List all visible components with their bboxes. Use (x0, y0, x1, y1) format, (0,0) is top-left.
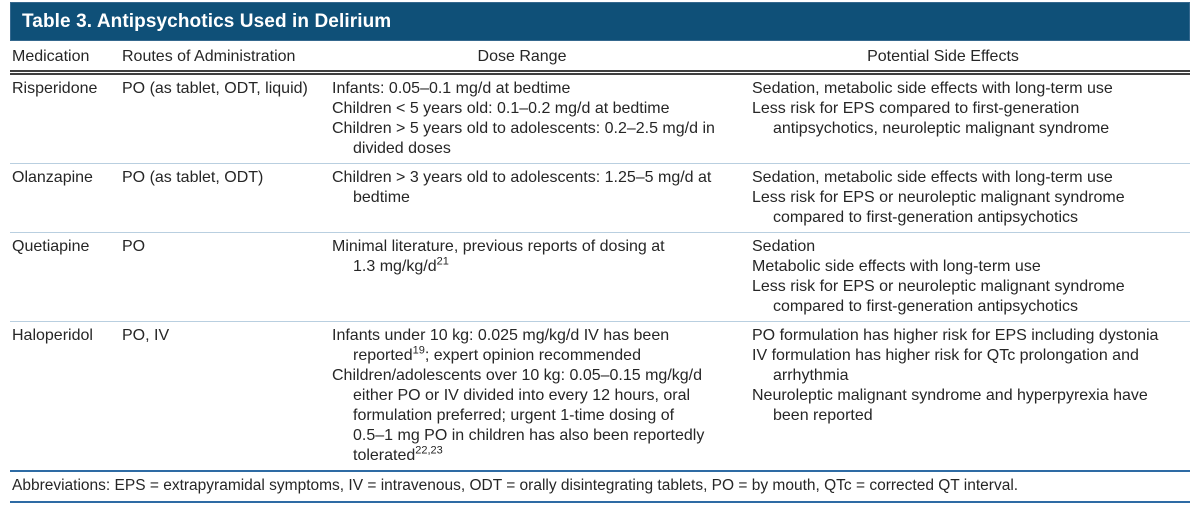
medication-cell: Olanzapine (10, 163, 120, 233)
medication-cell: Risperidone (12, 80, 98, 97)
routes-cell: PO (as tablet, ODT, liquid) (122, 80, 308, 97)
side-effect-line: Sedation, metabolic side effects with lo… (752, 169, 1113, 186)
table-row: Haloperidol PO, IV Infants under 10 kg: 0.… (10, 321, 1190, 470)
column-header-routes: Routes of Administration (120, 41, 330, 75)
dose-line: Children/adolescents over 10 kg: 0.05–0.… (332, 367, 703, 384)
dose-range-cell: Minimal literature, previous reports of … (330, 232, 750, 322)
dose-line: Children > 5 years old to adolescents: 0… (332, 120, 715, 137)
dose-line: Children < 5 years old: 0.1–0.2 mg/d at … (332, 100, 670, 117)
routes-cell: PO (as tablet, ODT) (120, 163, 330, 233)
dose-range-cell: Children > 3 years old to adolescents: 1… (330, 163, 750, 233)
side-effect-line: antipsychotics, neuroleptic malignant sy… (773, 120, 1110, 137)
dose-line: bedtime (353, 189, 410, 206)
side-effects-cell: Sedation, metabolic side effects with lo… (750, 163, 1190, 233)
medication-cell: Quetiapine (10, 232, 120, 322)
routes-cell: PO, IV (120, 321, 330, 470)
table-title: Table 3. Antipsychotics Used in Delirium (22, 10, 392, 32)
table-row: Olanzapine PO (as tablet, ODT) Children > … (10, 163, 1190, 233)
dose-line: Infants: 0.05–0.1 mg/d at bedtime (332, 80, 571, 97)
side-effect-line: compared to first-generation antipsychot… (773, 209, 1079, 226)
reference-superscript: 21 (436, 255, 449, 268)
side-effect-line: Neuroleptic malignant syndrome and hyper… (752, 387, 1148, 404)
side-effect-line: Metabolic side effects with long-term us… (752, 258, 1041, 275)
table-header-row: Medication Routes of Administration Dose… (10, 41, 1190, 75)
side-effect-line: compared to first-generation antipsychot… (773, 298, 1079, 315)
side-effect-line: Less risk for EPS or neuroleptic maligna… (752, 189, 1125, 206)
table-body: Risperidone PO (as tablet, ODT, liquid) In… (10, 73, 1190, 470)
table-row: Risperidone PO (as tablet, ODT, liquid) In… (10, 73, 1190, 164)
side-effect-line: PO formulation has higher risk for EPS i… (752, 327, 1159, 344)
column-header-dose-range: Dose Range (330, 41, 750, 75)
dose-line: formulation preferred; urgent 1-time dos… (353, 407, 675, 424)
side-effect-line: arrhythmia (773, 367, 849, 384)
dose-line: either PO or IV divided into every 12 ho… (353, 387, 691, 404)
dose-line: reported19; expert opinion recommended (353, 344, 641, 364)
reference-superscript: 22,23 (415, 444, 443, 457)
side-effects-cell: Sedation Metabolic side effects with long… (750, 232, 1190, 322)
dose-line: Children > 3 years old to adolescents: 1… (332, 169, 712, 186)
side-effect-line: Less risk for EPS or neuroleptic maligna… (752, 278, 1125, 295)
column-header-medication: Medication (10, 41, 120, 75)
dose-range-cell: Infants under 10 kg: 0.025 mg/kg/d IV ha… (330, 321, 750, 470)
abbreviations-text: Abbreviations: EPS = extrapyramidal symp… (12, 477, 1019, 494)
abbreviations-footnote: Abbreviations: EPS = extrapyramidal symp… (10, 470, 1190, 503)
dose-line: divided doses (353, 140, 451, 157)
side-effects-cell: PO formulation has higher risk for EPS i… (750, 321, 1190, 470)
side-effects-cell: Sedation, metabolic side effects with lo… (750, 73, 1190, 164)
medication-cell: Haloperidol (10, 321, 120, 470)
table-row: Quetiapine PO Minimal literature, previous… (10, 232, 1190, 322)
column-header-side-effects: Potential Side Effects (750, 41, 1190, 75)
dose-line: tolerated22,23 (353, 444, 443, 464)
side-effect-line: Sedation, metabolic side effects with lo… (752, 80, 1113, 97)
side-effect-line: Less risk for EPS compared to first-gene… (752, 100, 1080, 117)
side-effect-line: been reported (773, 407, 873, 424)
reference-superscript: 19 (412, 344, 425, 357)
dose-range-cell: Infants: 0.05–0.1 mg/d at bedtime Childre… (330, 73, 750, 164)
antipsychotics-table: Medication Routes of Administration Dose… (10, 41, 1190, 470)
dose-line: 1.3 mg/kg/d21 (353, 255, 449, 275)
side-effect-line: IV formulation has higher risk for QTc p… (752, 347, 1139, 364)
dose-line: Infants under 10 kg: 0.025 mg/kg/d IV ha… (332, 327, 670, 344)
routes-cell: PO (120, 232, 330, 322)
dose-line: Minimal literature, previous reports of … (332, 238, 665, 255)
dose-line: 0.5–1 mg PO in children has also been re… (353, 427, 705, 444)
table-title-bar: Table 3. Antipsychotics Used in Delirium (10, 2, 1190, 41)
side-effect-line: Sedation (752, 238, 816, 255)
